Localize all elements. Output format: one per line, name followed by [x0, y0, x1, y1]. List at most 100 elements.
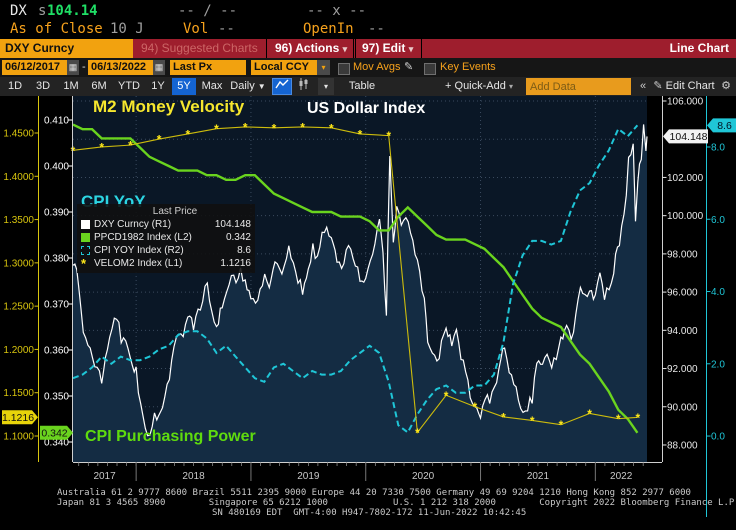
volume-label: Vol: [183, 21, 209, 37]
x-axis-year-label: 2021: [527, 471, 550, 482]
axis-tick-label: 0.380: [44, 254, 69, 265]
range-button-3d[interactable]: 3D: [35, 80, 51, 92]
actions-menu[interactable]: 96) Actions ▾: [266, 39, 357, 58]
axis-tick-label: 8.0: [711, 143, 725, 154]
axis-tick-label: 0.360: [44, 346, 69, 357]
candlestick-chart-type-button[interactable]: [294, 78, 312, 95]
legend-swatch-icon: [81, 246, 90, 255]
calendar-icon[interactable]: ▦: [153, 60, 165, 75]
asterisk-marker: *: [559, 418, 564, 432]
range-button-6m[interactable]: 6M: [91, 80, 107, 92]
legend-row[interactable]: * VELOM2 Index (L1) 1.1216: [81, 257, 251, 270]
range-button-max[interactable]: Max: [201, 80, 223, 92]
quote-row-1: DX s 104.14 -- / -- -- x --: [0, 3, 736, 20]
mov-avgs-label[interactable]: Mov Avgs: [353, 61, 401, 73]
asterisk-marker: *: [587, 407, 592, 421]
asterisk-marker: *: [214, 122, 219, 136]
add-data-input[interactable]: [526, 78, 631, 95]
table-button[interactable]: Table: [348, 80, 376, 92]
calendar-icon[interactable]: ▦: [67, 60, 79, 75]
legend-swatch-icon: [81, 220, 90, 229]
range-button-1d[interactable]: 1D: [7, 80, 23, 92]
chevron-down-icon: ▼: [257, 82, 266, 91]
legend-rows: DXY Curncy (R1) 104.148 PPCD1982 Index (L2…: [81, 218, 251, 270]
edit-chart-label: Edit Chart: [665, 80, 715, 92]
chevron-down-icon: ▾: [508, 82, 513, 91]
pencil-icon[interactable]: ✎: [404, 61, 414, 73]
asterisk-marker: *: [185, 127, 190, 141]
collapse-button[interactable]: «: [639, 80, 647, 92]
asterisk-marker: *: [415, 426, 420, 440]
annotation-m2-velocity: M2 Money Velocity: [93, 97, 245, 116]
security-tab[interactable]: DXY Curncy: [0, 39, 133, 58]
currency-select[interactable]: Local CCY: [251, 60, 317, 75]
period-label: Daily: [230, 80, 255, 92]
chart-toolbar: 1D 3D 1M 6M YTD 1Y 5Y Max Daily ▼ ▾ Tabl…: [0, 77, 736, 96]
series-cpi-line: [72, 124, 639, 434]
last-value-label: 8.6: [717, 120, 732, 132]
legend-label: CPI YOY Index (R2): [94, 245, 184, 256]
axis-tick-label: 0.350: [44, 392, 69, 403]
gear-icon[interactable]: ⚙: [721, 80, 731, 92]
chevron-down-icon[interactable]: ▾: [317, 60, 330, 75]
chart-type-dropdown[interactable]: ▾: [318, 78, 334, 95]
date-range-separator: -: [82, 61, 86, 73]
legend-value: 8.6: [237, 245, 251, 256]
chart-canvas[interactable]: * * * * * * * * * * * * * * * * * * * * * 1.4500 1.4000 1.3500 1…: [0, 96, 736, 530]
chart-legend[interactable]: Last Price DXY Curncy (R1) 104.148 PPCD198…: [77, 204, 255, 273]
last-value-label: 104.148: [670, 131, 708, 143]
asterisk-marker: *: [472, 400, 477, 414]
legend-row[interactable]: CPI YOY Index (R2) 8.6: [81, 244, 251, 257]
annotation-cpi-purchasing-power: CPI Purchasing Power: [85, 428, 256, 445]
last-value-badge: [663, 129, 708, 144]
asterisk-marker: *: [128, 139, 133, 153]
axis-tick-label: 98.000: [667, 249, 698, 260]
asterisk-marker: *: [444, 389, 449, 403]
axis-tick-label: 0.340: [44, 438, 69, 449]
edit-menu[interactable]: 97) Edit ▾: [353, 39, 423, 58]
range-button-ytd[interactable]: YTD: [118, 80, 140, 92]
edit-chart-button[interactable]: ✎ Edit Chart: [652, 78, 716, 95]
quick-add-button[interactable]: + Quick-Add ▾: [440, 78, 518, 95]
legend-value: 1.1216: [220, 258, 251, 269]
asterisk-marker: *: [329, 121, 334, 135]
price-field-select[interactable]: Last Px: [170, 60, 246, 75]
footer-contact-line-2: Japan 81 3 4565 8900 Singapore 65 6212 1…: [57, 498, 736, 508]
date-from-field[interactable]: 06/12/2017: [2, 60, 67, 75]
last-value-badge: [2, 410, 38, 425]
suggested-charts-menu[interactable]: 94) Suggested Charts: [141, 41, 258, 55]
key-events-checkbox[interactable]: [424, 63, 436, 75]
axis-tick-label: 96.000: [667, 288, 698, 299]
asterisk-marker: *: [71, 144, 76, 158]
mov-avgs-checkbox[interactable]: [338, 63, 350, 75]
axis-tick-label: 0.390: [44, 208, 69, 219]
date-to-field[interactable]: 06/13/2022: [88, 60, 153, 75]
line-chart-type-button[interactable]: [272, 78, 292, 95]
asterisk-marker: *: [386, 129, 391, 143]
legend-label: PPCD1982 Index (L2): [94, 232, 192, 243]
legend-row[interactable]: PPCD1982 Index (L2) 0.342: [81, 231, 251, 244]
as-of-label: As of Close: [10, 21, 103, 37]
axis-tick-label: 1.1000: [3, 431, 34, 442]
range-button-5y[interactable]: 5Y: [172, 78, 196, 95]
range-button-1y[interactable]: 1Y: [151, 80, 165, 92]
x-axis-year-label: 2022: [610, 471, 633, 482]
axis-tick-label: 88.000: [667, 440, 698, 451]
period-select[interactable]: Daily ▼: [228, 78, 268, 95]
range-button-1m[interactable]: 1M: [63, 80, 79, 92]
axis-tick-label: 1.3500: [3, 215, 34, 226]
asterisk-marker: *: [616, 412, 621, 426]
axis-tick-label: 92.000: [667, 364, 698, 375]
ticker: DX: [10, 3, 27, 19]
series-velom2-line: [72, 126, 638, 434]
legend-row[interactable]: DXY Curncy (R1) 104.148: [81, 218, 251, 231]
as-of-value: 10 J: [110, 21, 144, 37]
footer-contact-line-1: Australia 61 2 9777 8600 Brazil 5511 239…: [57, 488, 691, 498]
bid-ask: -- / --: [178, 3, 238, 19]
legend-swatch-icon: [81, 233, 90, 242]
last-value-badge: [40, 425, 73, 440]
axis-tick-label: 102.000: [667, 173, 704, 184]
key-events-label[interactable]: Key Events: [440, 61, 496, 73]
legend-label: VELOM2 Index (L1): [94, 258, 183, 269]
axis-tick-label: 4.0: [711, 287, 725, 298]
